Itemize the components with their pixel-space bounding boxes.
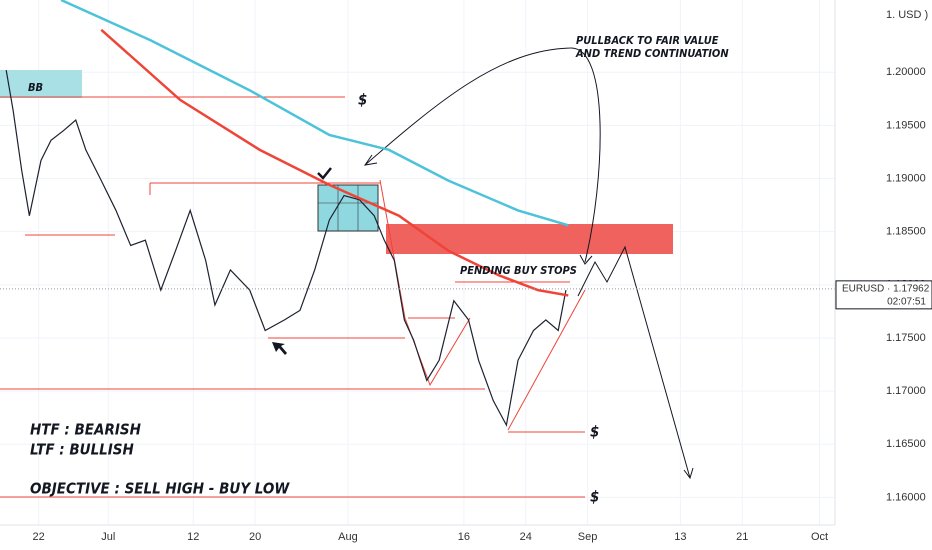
note-text: PENDING BUY STOPS [460,264,577,277]
y-tick-label: 1.16500 [886,438,926,450]
symbol-label: EURUSD · 1.17962 [842,283,930,294]
bb-label: BB [28,81,43,94]
x-tick-label: 13 [674,531,686,543]
x-tick-label: Jul [101,531,115,543]
arrow-head [579,254,593,265]
y-tick-label: 1.19000 [886,172,926,184]
arrow-head [683,467,694,480]
x-tick-label: Aug [338,531,358,543]
x-tick-label: Sep [578,531,598,543]
currency-label: 1. USD ) [886,9,928,21]
y-tick-label: 1.18500 [886,226,926,238]
y-tick-label: 1.19500 [886,119,926,131]
note-text: AND TREND CONTINUATION [575,47,729,60]
note-text: OBJECTIVE : SELL HIGH - BUY LOW [30,480,290,498]
arrow [364,47,601,263]
x-tick-label: 16 [458,531,470,543]
plot [0,0,835,427]
x-tick-label: Oct [811,531,828,543]
x-tick-label: 12 [187,531,199,543]
supply-zone [386,224,673,254]
countdown: 02:07:51 [887,296,926,307]
price-line [100,28,569,297]
target-label: $ [590,488,599,506]
y-tick-label: 1.20000 [886,66,926,78]
target-label: $ [358,91,367,109]
price-line [5,70,567,427]
y-tick-label: 1.17500 [886,332,926,344]
x-tick-label: 21 [736,531,748,543]
check-icon [317,167,332,180]
note-text: PULLBACK TO FAIR VALUE [576,34,719,47]
price-line [60,0,569,227]
x-tick-label: 22 [33,531,45,543]
x-tick-label: 24 [520,531,532,543]
price-tag [835,280,932,310]
cursor-icon [272,342,287,355]
trend-line [507,289,586,431]
note-text: HTF : BEARISH [30,421,142,439]
y-tick-label: 1.17000 [886,385,926,397]
target-label: $ [590,423,599,441]
x-tick-label: 20 [249,531,261,543]
projection [577,245,691,479]
arrow-head [363,154,378,166]
bb-box [0,70,82,98]
note-text: LTF : BULLISH [30,441,135,459]
y-tick-label: 1.16000 [886,491,926,503]
